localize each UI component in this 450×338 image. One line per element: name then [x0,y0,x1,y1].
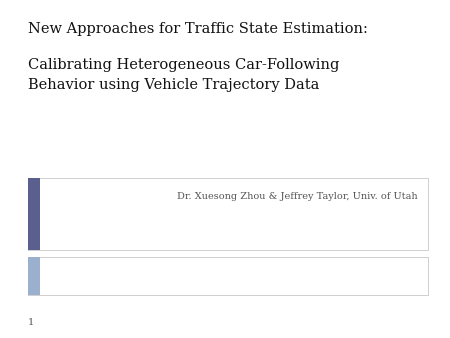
Text: Dr. Xuesong Zhou & Jeffrey Taylor, Univ. of Utah: Dr. Xuesong Zhou & Jeffrey Taylor, Univ.… [177,192,418,201]
Bar [28,257,428,295]
Bar [28,178,40,250]
Bar [28,178,428,250]
Text: Calibrating Heterogeneous Car-Following
Behavior using Vehicle Trajectory Data: Calibrating Heterogeneous Car-Following … [28,58,339,92]
Bar [28,257,40,295]
Text: New Approaches for Traffic State Estimation:: New Approaches for Traffic State Estimat… [28,22,368,36]
Text: 1: 1 [28,318,34,327]
